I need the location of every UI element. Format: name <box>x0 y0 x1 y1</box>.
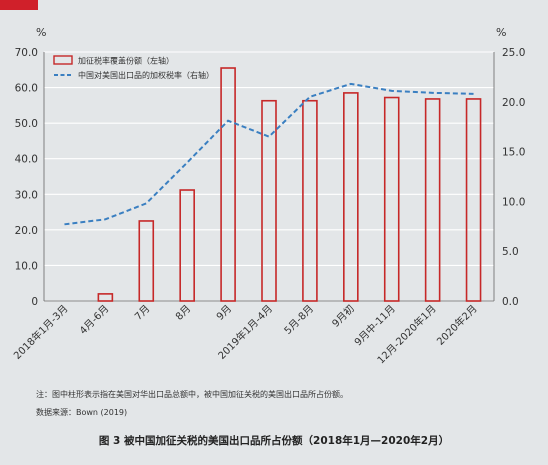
right-axis-unit: % <box>496 26 506 39</box>
bar <box>179 189 195 302</box>
x-tick-label: 7月 <box>132 303 152 323</box>
x-tick-label: 8月 <box>173 303 193 323</box>
chart-note: 注：图中柱形表示指在美国对华出口品总额中，被中国加征关税的美国出口品所占份额。 <box>36 390 348 399</box>
left-tick-label: 0 <box>31 296 38 308</box>
right-tick-label: 25.0 <box>502 47 525 59</box>
right-tick-label: 20.0 <box>502 97 525 109</box>
chart-caption: 图 3 被中国加征关税的美国出口品所占份额（2018年1月—2020年2月） <box>98 435 450 447</box>
bar <box>97 293 114 302</box>
x-tick-label: 4月-6月 <box>77 303 111 337</box>
bar <box>424 98 441 302</box>
left-tick-label: 60.0 <box>15 83 38 95</box>
bar <box>465 98 482 302</box>
bar <box>383 96 400 302</box>
bar <box>302 99 318 302</box>
bar <box>261 99 277 302</box>
left-tick-label: 40.0 <box>15 154 38 166</box>
x-tick-label: 5月-8月 <box>282 303 316 337</box>
weighted-tariff-line <box>64 82 474 226</box>
left-tick-label: 10.0 <box>15 260 38 272</box>
x-tick-label: 2020年2月 <box>434 302 480 348</box>
bar <box>138 220 155 302</box>
right-tick-label: 15.0 <box>502 147 525 159</box>
right-tick-label: 0.0 <box>502 296 519 308</box>
left-tick-label: 70.0 <box>15 47 38 59</box>
legend-bar-swatch <box>53 55 73 65</box>
legend-line-label: 中国对美国出口品的加权税率（右轴） <box>78 70 214 80</box>
left-tick-label: 20.0 <box>15 225 38 237</box>
left-tick-label: 50.0 <box>15 118 38 130</box>
left-tick-label: 30.0 <box>15 189 38 201</box>
right-tick-label: 10.0 <box>502 196 525 208</box>
right-tick-label: 5.0 <box>502 246 519 258</box>
x-tick-label: 9月中-11月 <box>351 302 397 348</box>
x-tick-label: 9月初 <box>329 302 357 330</box>
chart-svg: 0 10.0 20.0 30.0 40.0 50.0 60.0 70.0 0.0 5.0 10.0 1… <box>11 26 526 366</box>
bar <box>343 92 359 302</box>
red-corner-accent <box>0 0 38 10</box>
legend-bar-label: 加征税率覆盖份额（左轴） <box>78 56 174 66</box>
x-tick-label: 2018年1月-3月 <box>11 302 71 362</box>
bar <box>220 67 236 302</box>
left-axis-unit: % <box>36 26 46 39</box>
x-tick-label: 9月 <box>214 303 234 323</box>
chart-source: 数据来源：Bown (2019) <box>36 408 128 417</box>
